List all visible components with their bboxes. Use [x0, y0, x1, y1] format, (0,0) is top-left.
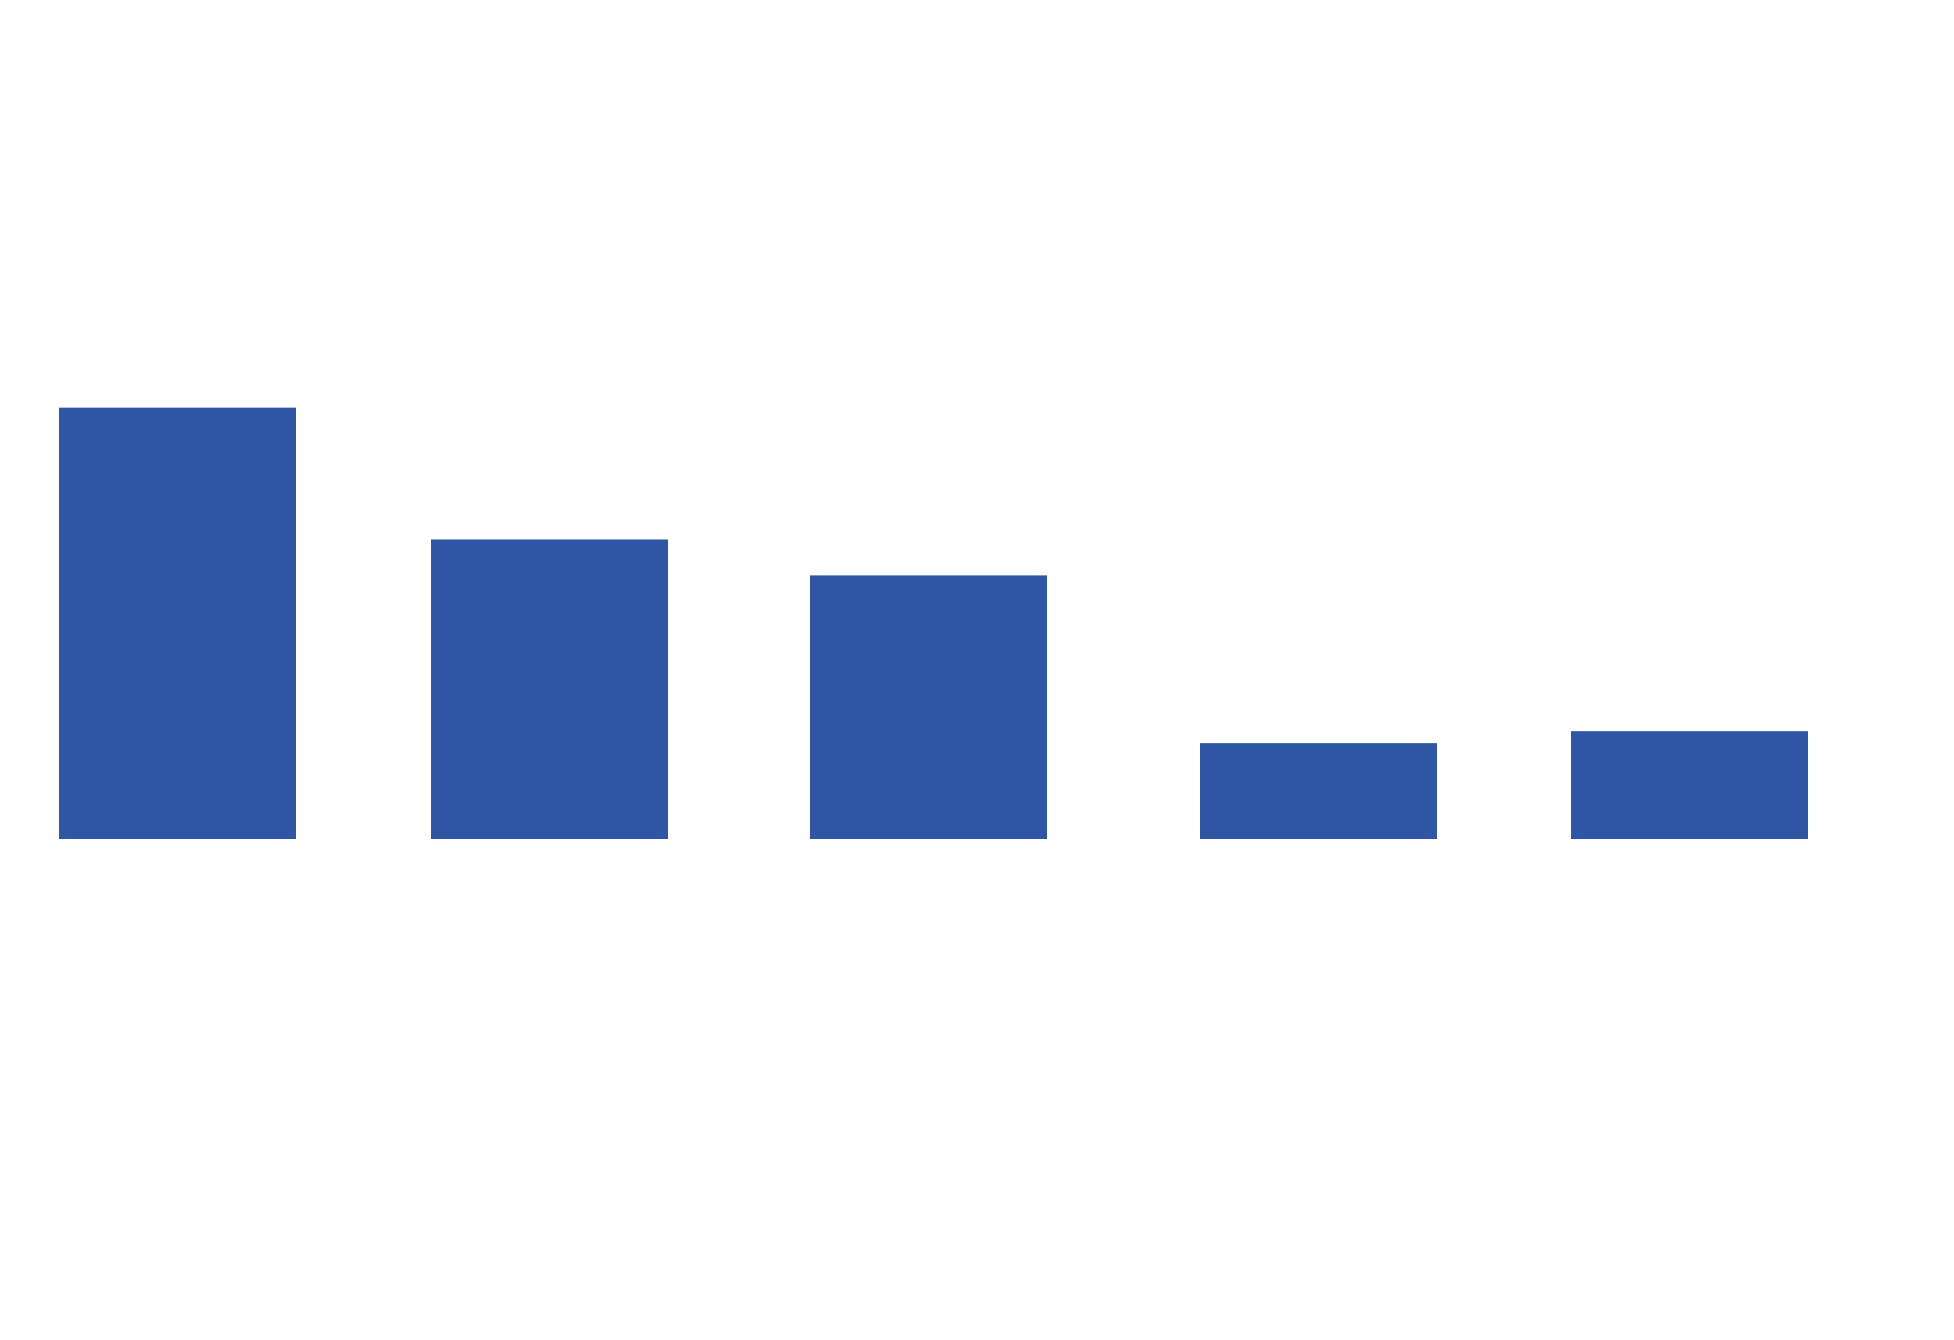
bar-5: [1571, 731, 1808, 839]
bar-3: [810, 575, 1047, 839]
bar-1: [59, 407, 296, 839]
bar-series: [59, 407, 1808, 839]
bar-4: [1200, 743, 1437, 839]
bar-2: [431, 539, 668, 839]
